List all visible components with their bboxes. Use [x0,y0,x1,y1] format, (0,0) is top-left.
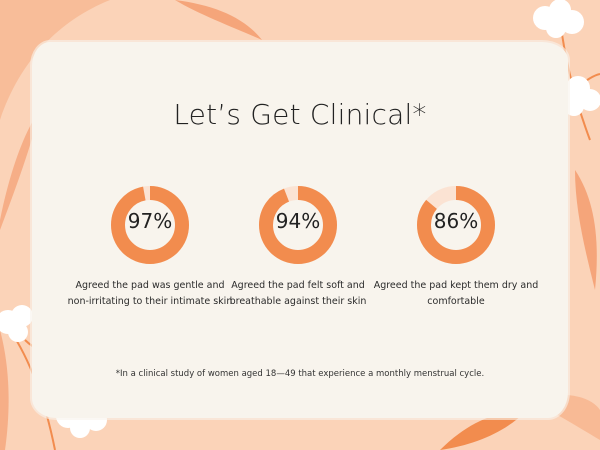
leaf-icon [0,330,9,450]
stat-item: 97% Agreed the pad was gentle and non-ir… [65,180,235,310]
stat-caption: Agreed the pad was gentle and non-irrita… [67,280,233,307]
donut-ring [259,186,337,264]
stat-caption: Agreed the pad kept them dry and comfort… [373,280,539,307]
leaf-icon [175,0,262,40]
footnote: *In a clinical study of women aged 18—49… [115,369,485,379]
stat-percent: 86% [433,209,479,233]
stat-item: 94% Agreed the pad felt soft and breatha… [213,180,383,310]
leaf-icon [0,110,40,230]
cotton-flower-icon [0,305,33,342]
stat-percent: 97% [127,209,173,233]
donut-ring [417,186,495,264]
cotton-flower-icon [533,0,584,38]
leaf-icon [440,411,525,450]
donut-ring [111,186,189,264]
stat-item: 86% Agreed the pad kept them dry and com… [371,180,541,310]
stat-percent: 94% [275,209,321,233]
page-title: Let’s Get Clinical* [173,98,427,131]
stat-caption: Agreed the pad felt soft and breathable … [229,280,367,307]
leaf-icon [0,0,110,120]
leaf-icon [575,170,597,290]
